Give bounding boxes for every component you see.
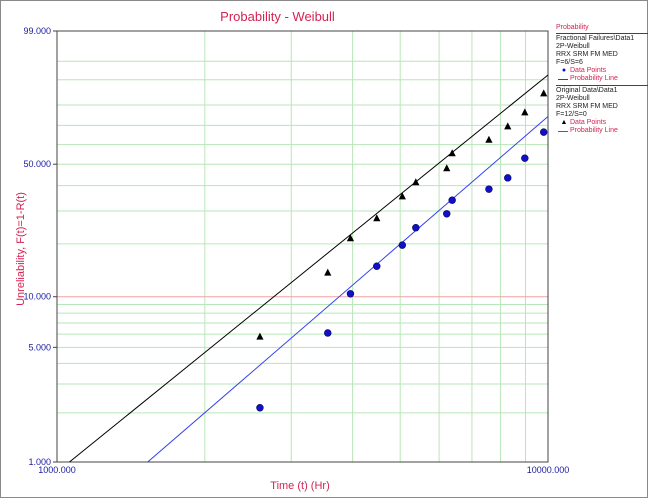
circle-data-point [539, 128, 548, 136]
triangle-data-point [256, 332, 264, 340]
circle-data-point [398, 241, 407, 249]
legend-group-2-points: ▲ Data Points [556, 119, 648, 127]
plot-border [56, 30, 549, 463]
circle-data-point [324, 329, 332, 337]
legend-group-1-line: Probability Line [556, 75, 648, 83]
legend-group-2-line: Probability Line [556, 127, 648, 135]
y-tick-label: 10.000 [23, 292, 51, 302]
legend-group-1-line-2: 2P-Weibull [556, 43, 590, 50]
legend-line-label: Probability Line [570, 75, 618, 82]
legend-group-2-line-2: 2P-Weibull [556, 95, 590, 102]
circle-data-point [521, 154, 529, 162]
triangle-data-point [346, 234, 355, 242]
triangle-data-point [448, 149, 456, 157]
triangle-data-point [540, 89, 548, 97]
y-tick-label: 5.000 [28, 342, 51, 352]
legend-group-2: Original Data\Data1 2P-Weibull RRX SRM F… [556, 87, 648, 135]
legend-line-label: Probability Line [570, 127, 618, 134]
legend: Probability Fractional Failures\Data1 2P… [556, 24, 648, 135]
legend-group-1: Fractional Failures\Data1 2P-Weibull RRX… [556, 35, 648, 83]
blue-line-icon [558, 78, 568, 80]
circle-data-point [373, 262, 381, 270]
legend-title: Probability [556, 24, 648, 34]
legend-points-label: Data Points [570, 119, 607, 126]
circle-data-point [448, 196, 456, 204]
circle-data-point [256, 404, 264, 412]
circle-data-point [443, 210, 451, 218]
x-tick-label: 1000.000 [38, 465, 76, 475]
legend-group-2-line-3: RRX SRM FM MED [556, 103, 618, 110]
triangle-data-point [504, 122, 512, 130]
triangle-data-point [485, 135, 493, 143]
x-tick-label: 10000.000 [527, 465, 570, 475]
legend-group-1-line-3: RRX SRM FM MED [556, 51, 618, 58]
legend-group-2-line-4: F=12/S=0 [556, 111, 587, 118]
y-tick-label: 1.000 [28, 457, 51, 467]
legend-group-1-line-4: F=6/S=6 [556, 59, 583, 66]
triangle-data-point [373, 214, 381, 222]
y-tick-label: 50.000 [23, 159, 51, 169]
circle-data-point [504, 174, 512, 182]
triangle-data-point [521, 108, 529, 116]
red-line-icon [558, 130, 568, 132]
legend-points-label: Data Points [570, 67, 607, 74]
chart-title: Probability - Weibull [220, 9, 335, 24]
legend-group-1-points: ● Data Points [556, 67, 648, 75]
probability-line-1 [69, 74, 548, 462]
x-axis-label: Time (t) (Hr) [270, 480, 330, 492]
triangle-data-point [412, 178, 420, 186]
legend-group-2-line-1: Original Data\Data1 [556, 87, 618, 94]
triangle-data-point [443, 164, 451, 172]
triangle-data-point [324, 268, 332, 276]
circle-data-point [346, 290, 355, 298]
probability-line-2 [147, 116, 548, 462]
triangle-marker-icon: ▲ [560, 119, 568, 126]
legend-divider [556, 85, 648, 86]
y-tick-label: 99.000 [23, 26, 51, 36]
legend-group-1-line-1: Fractional Failures\Data1 [556, 35, 635, 42]
circle-data-point [485, 185, 493, 193]
triangle-data-point [398, 192, 406, 200]
circle-data-point [412, 224, 420, 232]
circle-marker-icon: ● [561, 67, 567, 74]
